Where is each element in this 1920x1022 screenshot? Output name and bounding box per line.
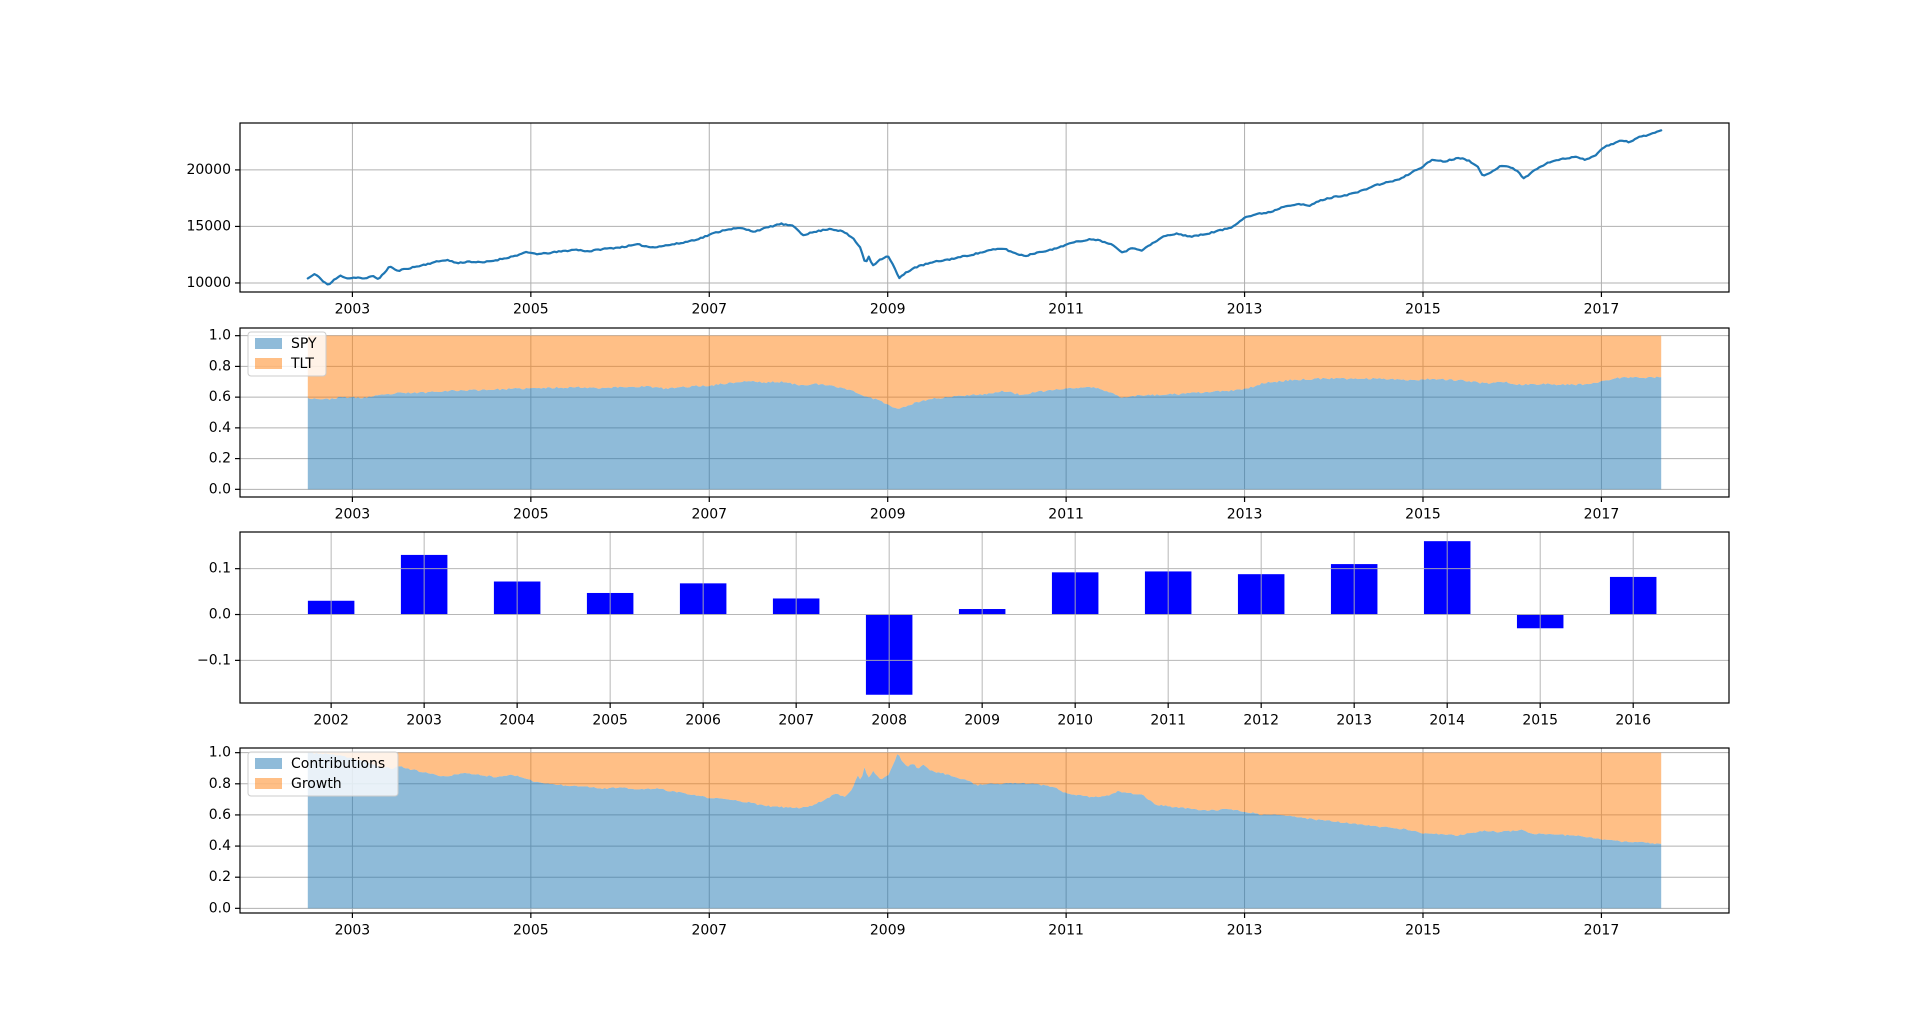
x-tick-label: 2015 (1522, 713, 1558, 729)
legend-label: Growth (291, 776, 342, 792)
subplot-portfolio-value: 2003 2005 2007 2009 2011 2013 2015 2017 10000 150… (186, 122, 1730, 318)
y-tick-label: −0.1 (197, 652, 231, 668)
x-tick-label: 2006 (685, 713, 721, 729)
x-tick-label: 2005 (592, 713, 628, 729)
x-tick-label: 2009 (964, 713, 1000, 729)
x-tick-label: 2009 (870, 507, 906, 523)
x-tick-label: 2015 (1405, 302, 1441, 318)
y-tick-label: 20000 (186, 162, 231, 178)
x-tick-label: 2002 (313, 713, 349, 729)
y-tick-label: 0.4 (209, 420, 231, 436)
x-tick-label: 2005 (513, 507, 549, 523)
y-axis: −0.1 0.0 0.1 (197, 561, 240, 668)
legend-label: TLT (290, 356, 314, 372)
y-axis: 0.0 0.2 0.4 0.6 0.8 1.0 (209, 328, 240, 497)
x-axis: 2003 2005 2007 2009 2011 2013 2015 2017 (335, 913, 1620, 939)
legend-swatch-growth (255, 778, 282, 789)
x-tick-label: 2014 (1429, 713, 1465, 729)
y-tick-label: 0.8 (209, 358, 231, 374)
y-tick-label: 0.2 (209, 451, 231, 467)
x-tick-label: 2015 (1405, 923, 1441, 939)
x-tick-label: 2007 (691, 302, 727, 318)
x-tick-label: 2011 (1150, 713, 1186, 729)
y-tick-label: 0.0 (209, 900, 231, 916)
x-tick-label: 2013 (1227, 302, 1263, 318)
y-tick-label: 10000 (186, 275, 231, 291)
x-tick-label: 2017 (1584, 507, 1620, 523)
y-tick-label: 15000 (186, 218, 231, 234)
x-tick-label: 2008 (871, 713, 907, 729)
x-tick-label: 2009 (870, 923, 906, 939)
x-tick-label: 2004 (499, 713, 535, 729)
x-tick-label: 2015 (1405, 507, 1441, 523)
y-tick-label: 1.0 (209, 745, 231, 761)
x-tick-label: 2003 (406, 713, 442, 729)
x-tick-label: 2011 (1048, 302, 1084, 318)
x-axis: 2002 2003 2004 2005 2006 2007 2008 2009 2010 2011… (313, 703, 1651, 729)
subplot-allocation: 2003 2005 2007 2009 2011 2013 2015 20170.00.20.… (209, 327, 1730, 523)
y-tick-label: 0.0 (209, 481, 231, 497)
axes-frame (239, 327, 1730, 498)
x-tick-label: 2017 (1584, 923, 1620, 939)
x-tick-label: 2005 (513, 302, 549, 318)
y-tick-label: 1.0 (209, 328, 231, 344)
area-tlt (307, 335, 1662, 409)
y-tick-label: 0.0 (209, 607, 231, 623)
x-tick-label: 2011 (1048, 923, 1084, 939)
legend-label: Contributions (291, 756, 385, 772)
x-tick-label: 2007 (691, 923, 727, 939)
x-tick-label: 2017 (1584, 302, 1620, 318)
legend-label: SPY (291, 336, 317, 352)
x-tick-label: 2016 (1615, 713, 1651, 729)
x-tick-label: 2012 (1243, 713, 1279, 729)
x-tick-label: 2009 (870, 302, 906, 318)
x-axis: 2003 2005 2007 2009 2011 2013 2015 2017 (335, 292, 1620, 318)
x-tick-label: 2003 (335, 507, 371, 523)
x-tick-label: 2003 (335, 923, 371, 939)
x-tick-label: 2013 (1336, 713, 1372, 729)
gridlines (240, 123, 1729, 292)
area-spy (307, 376, 1662, 490)
x-tick-label: 2007 (691, 507, 727, 523)
area-growth (307, 752, 1662, 844)
legend-swatch-spy (255, 338, 282, 349)
x-tick-label: 2005 (513, 923, 549, 939)
legend: Contributions Growth (247, 751, 399, 797)
subplot-contributions-vs-growth: 2003 2005 2007 2009 2011 2013 2015 20170.00.20.… (209, 745, 1730, 939)
x-tick-label: 2003 (335, 302, 371, 318)
x-tick-label: 2013 (1227, 923, 1263, 939)
y-axis: 0.0 0.2 0.4 0.6 0.8 1.0 (209, 745, 240, 916)
axes-frame (239, 531, 1730, 704)
x-tick-label: 2011 (1048, 507, 1084, 523)
y-tick-label: 0.8 (209, 776, 231, 792)
legend-swatch-tlt (255, 358, 282, 369)
portfolio-value-line (306, 129, 1663, 286)
subplot-annual-returns: 2002 2003 2004 2005 2006 2007 2008 2009 2010 2011… (197, 531, 1730, 729)
y-tick-label: 0.6 (209, 807, 231, 823)
gridlines (240, 532, 1729, 703)
area-contributions (307, 752, 1662, 909)
y-tick-label: 0.6 (209, 389, 231, 405)
y-tick-label: 0.1 (209, 561, 231, 577)
y-axis: 10000 15000 20000 (186, 162, 240, 291)
x-tick-label: 2013 (1227, 507, 1263, 523)
y-tick-label: 0.2 (209, 869, 231, 885)
legend: SPY TLT (247, 331, 327, 377)
x-tick-label: 2007 (778, 713, 814, 729)
x-axis: 2003 2005 2007 2009 2011 2013 2015 2017 (335, 497, 1620, 523)
axes-frame (239, 747, 1730, 914)
legend-swatch-contributions (255, 758, 282, 769)
y-tick-label: 0.4 (209, 838, 231, 854)
x-tick-label: 2010 (1057, 713, 1093, 729)
axes-frame (239, 122, 1730, 293)
